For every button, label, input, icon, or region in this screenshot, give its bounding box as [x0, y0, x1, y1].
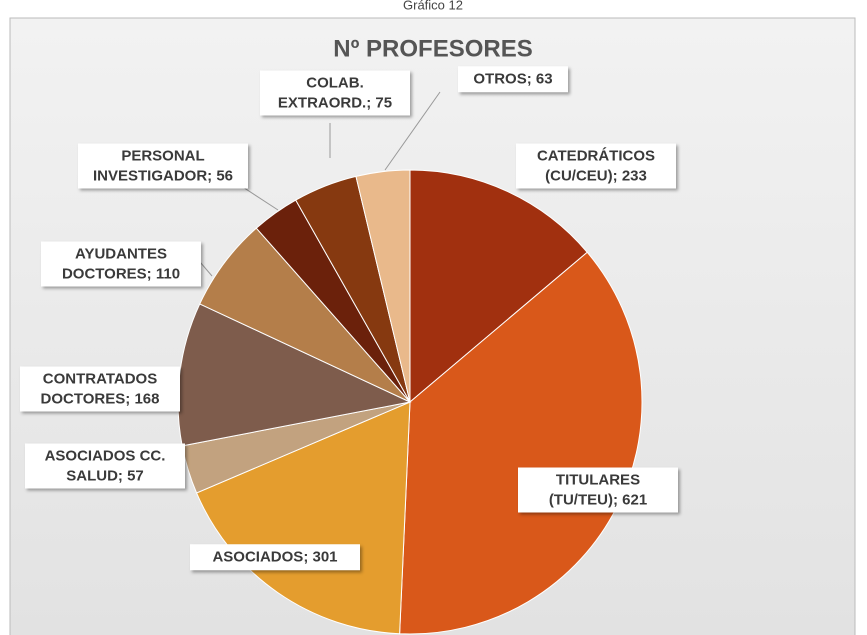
data-label: OTROS; 63 — [458, 66, 568, 92]
chart-title: Nº PROFESORES — [333, 35, 532, 62]
label-value: 621 — [622, 491, 648, 508]
label-value: 233 — [621, 167, 647, 184]
data-label: PERSONAL INVESTIGADOR; 56 — [78, 143, 248, 189]
label-category: OTROS — [473, 70, 527, 88]
label-value: 57 — [127, 467, 144, 484]
pie-slice — [409, 169, 588, 404]
label-separator: ; — [146, 265, 156, 282]
label-value: 63 — [535, 70, 553, 88]
label-separator: ; — [117, 467, 128, 484]
data-label: CATEDRÁTICOS (CU/CEU); 233 — [516, 143, 676, 189]
pie-slice — [195, 401, 411, 635]
label-separator: ; — [125, 390, 135, 407]
label-value: 56 — [216, 167, 234, 184]
label-separator: ; — [207, 167, 217, 184]
label-category: ASOCIADOS CC. SALUD — [44, 447, 166, 485]
data-label: ASOCIADOS CC. SALUD; 57 — [25, 443, 185, 489]
data-label: CONTRATADOS DOCTORES; 168 — [20, 366, 180, 412]
data-label: AYUDANTES DOCTORES; 110 — [41, 241, 201, 287]
label-category: PERSONAL INVESTIGADOR — [92, 147, 208, 185]
data-label: COLAB. EXTRAORD.; 75 — [260, 70, 410, 116]
data-label: ASOCIADOS; 301 — [190, 544, 360, 570]
label-category: COLAB. EXTRAORD. — [277, 74, 367, 112]
label-category: TITULARES (TU/TEU) — [548, 471, 641, 509]
caption: Gráfico 12 — [403, 0, 463, 12]
label-category: ASOCIADOS — [212, 548, 304, 566]
label-separator: ; — [612, 167, 622, 184]
label-category: CONTRATADOS DOCTORES — [40, 370, 158, 408]
label-value: 301 — [312, 548, 338, 566]
label-separator: ; — [303, 548, 313, 566]
label-separator: ; — [612, 491, 623, 508]
data-label: TITULARES (TU/TEU); 621 — [518, 467, 678, 513]
label-value: 75 — [375, 94, 393, 111]
label-category: CATEDRÁTICOS (CU/CEU) — [536, 147, 656, 185]
leader-line — [199, 261, 213, 277]
label-separator: ; — [526, 70, 536, 88]
label-value: 168 — [134, 390, 160, 407]
leader-line — [384, 91, 441, 171]
pie-slice — [355, 169, 411, 403]
label-category: AYUDANTES DOCTORES — [61, 245, 167, 283]
label-value: 110 — [155, 265, 181, 282]
label-separator: ; — [366, 94, 376, 111]
